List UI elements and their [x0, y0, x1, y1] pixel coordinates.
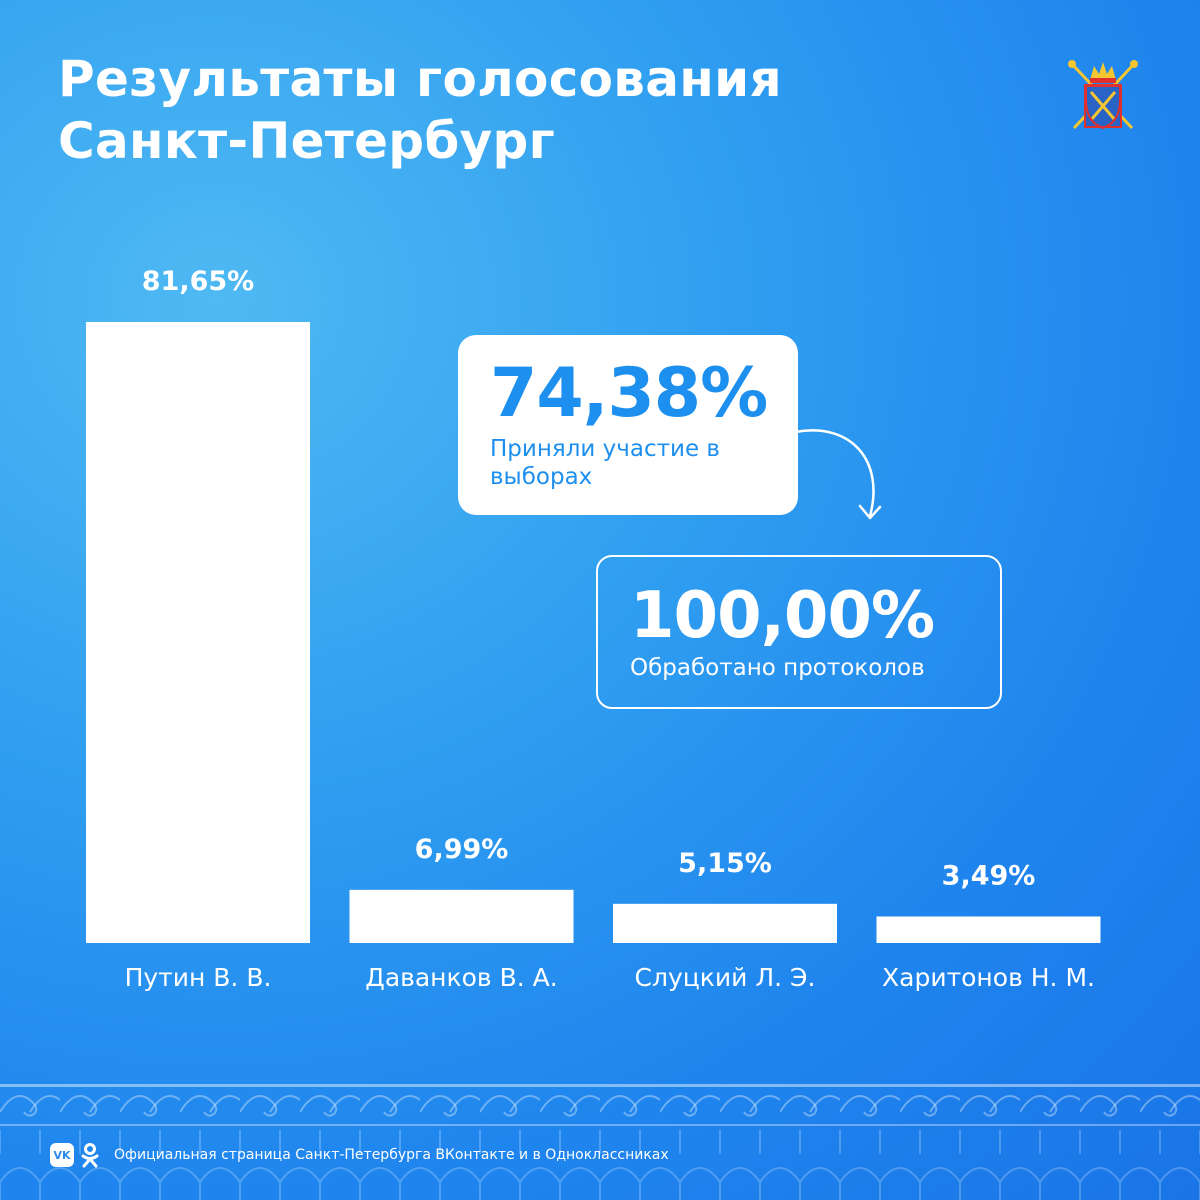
- footer: VK Официальная страница Санкт-Петербурга…: [50, 1140, 669, 1170]
- value-label-1: 81,65%: [142, 266, 254, 297]
- protocols-label: Обработано протоколов: [630, 655, 925, 681]
- category-label-2: Даванков В. А.: [365, 963, 557, 992]
- page-title: Результаты голосования Санкт-Петербург: [58, 48, 782, 172]
- bar-2: [349, 889, 574, 943]
- category-label-4: Харитонов Н. М.: [882, 963, 1095, 992]
- title-line-1: Результаты голосования: [58, 50, 782, 108]
- protocols-card: 100,00% Обработано протоколов: [596, 555, 1002, 709]
- bar-1: [86, 322, 310, 943]
- value-label-3: 5,15%: [678, 848, 772, 879]
- spb-coat-of-arms-icon: [1068, 60, 1138, 130]
- category-label-3: Слуцкий Л. Э.: [635, 963, 816, 992]
- value-label-4: 3,49%: [942, 860, 1036, 891]
- curved-arrow-icon: [794, 429, 882, 520]
- value-label-2: 6,99%: [415, 834, 509, 865]
- title-line-2: Санкт-Петербург: [58, 112, 556, 170]
- odnoklassniki-icon[interactable]: [80, 1142, 100, 1168]
- category-label-1: Путин В. В.: [125, 963, 272, 992]
- turnout-label: Приняли участие в выборах: [490, 436, 720, 490]
- vk-icon[interactable]: VK: [50, 1143, 74, 1167]
- footer-text: Официальная страница Санкт-Петербурга ВК…: [114, 1147, 669, 1163]
- bar-4: [876, 916, 1101, 943]
- bar-3: [613, 903, 837, 943]
- turnout-value: 74,38%: [490, 354, 768, 433]
- protocols-value: 100,00%: [630, 579, 935, 653]
- turnout-card: 74,38% Приняли участие в выборах: [458, 335, 798, 515]
- ornament-border: [0, 1084, 1200, 1200]
